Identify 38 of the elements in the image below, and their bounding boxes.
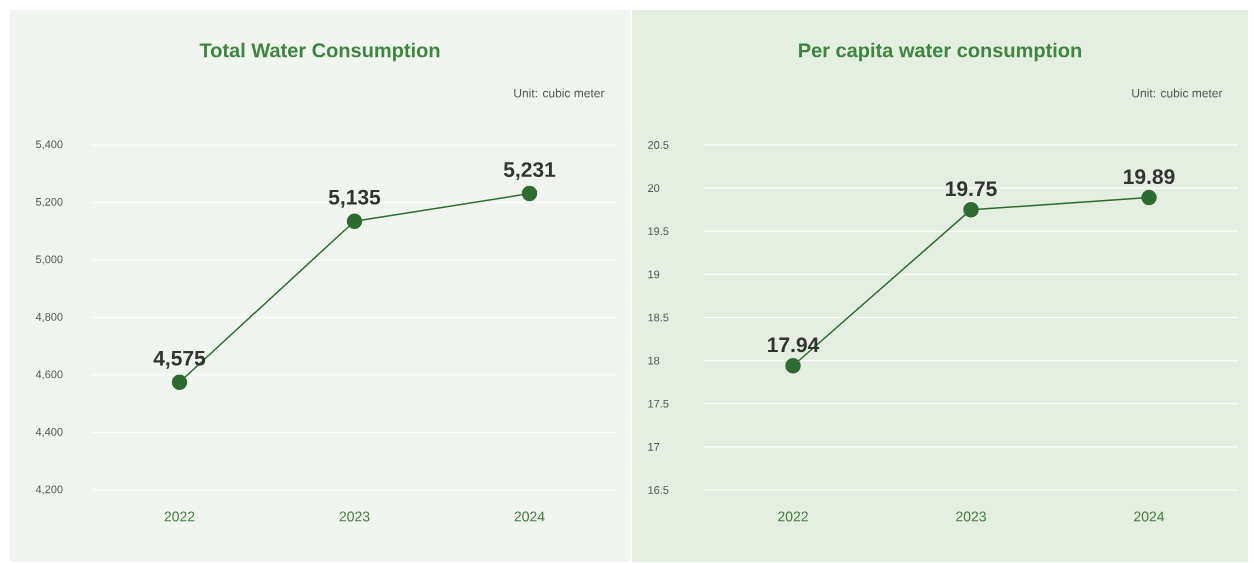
- y-tick-label: 5,200: [35, 197, 63, 208]
- y-tick-label: 5,400: [35, 140, 63, 150]
- x-tick-label: 2024: [514, 511, 545, 522]
- point: [521, 185, 538, 202]
- data-label: 5,135: [328, 189, 381, 208]
- point: [1141, 189, 1157, 206]
- point: [963, 201, 979, 218]
- y-tick-label: 18: [648, 356, 660, 365]
- data-label: 4,575: [153, 350, 206, 369]
- text: Unit: cubic meter: [514, 88, 605, 98]
- y-tick-label: 18.5: [648, 313, 669, 322]
- point: [785, 358, 801, 374]
- y-tick-label: 4,800: [35, 312, 63, 323]
- chart-title: Per capita water consumption: [799, 42, 1082, 62]
- point: [171, 374, 188, 390]
- y-tick-label: 4,200: [35, 485, 63, 495]
- y-tick-label: 20.5: [648, 141, 669, 149]
- y-tick-label: 4,400: [35, 427, 63, 438]
- y-tick-label: 4,600: [35, 370, 63, 380]
- x-tick-label: 2022: [778, 511, 808, 522]
- y-tick-label: 17.5: [648, 399, 669, 408]
- y-tick-label: 16.5: [648, 486, 669, 494]
- y-tick-label: 19.5: [648, 227, 669, 236]
- y-tick-label: 17: [648, 443, 660, 451]
- x-tick-label: 2023: [339, 511, 370, 522]
- text: Unit: cubic meter: [1132, 88, 1223, 98]
- y-tick-label: 20: [648, 184, 660, 193]
- x-tick-label: 2022: [164, 511, 195, 522]
- data-label: 19.75: [946, 181, 997, 197]
- y-tick-label: 19: [648, 270, 660, 279]
- x-tick-label: 2023: [956, 511, 986, 522]
- y-tick-label: 5,000: [35, 255, 63, 265]
- point: [346, 213, 363, 229]
- data-label: 19.89: [1124, 169, 1175, 185]
- chart-title: Total Water Consumption: [199, 42, 440, 62]
- data-label: 5,231: [503, 162, 556, 181]
- x-tick-label: 2024: [1134, 511, 1165, 522]
- data-label: 17.94: [768, 337, 820, 353]
